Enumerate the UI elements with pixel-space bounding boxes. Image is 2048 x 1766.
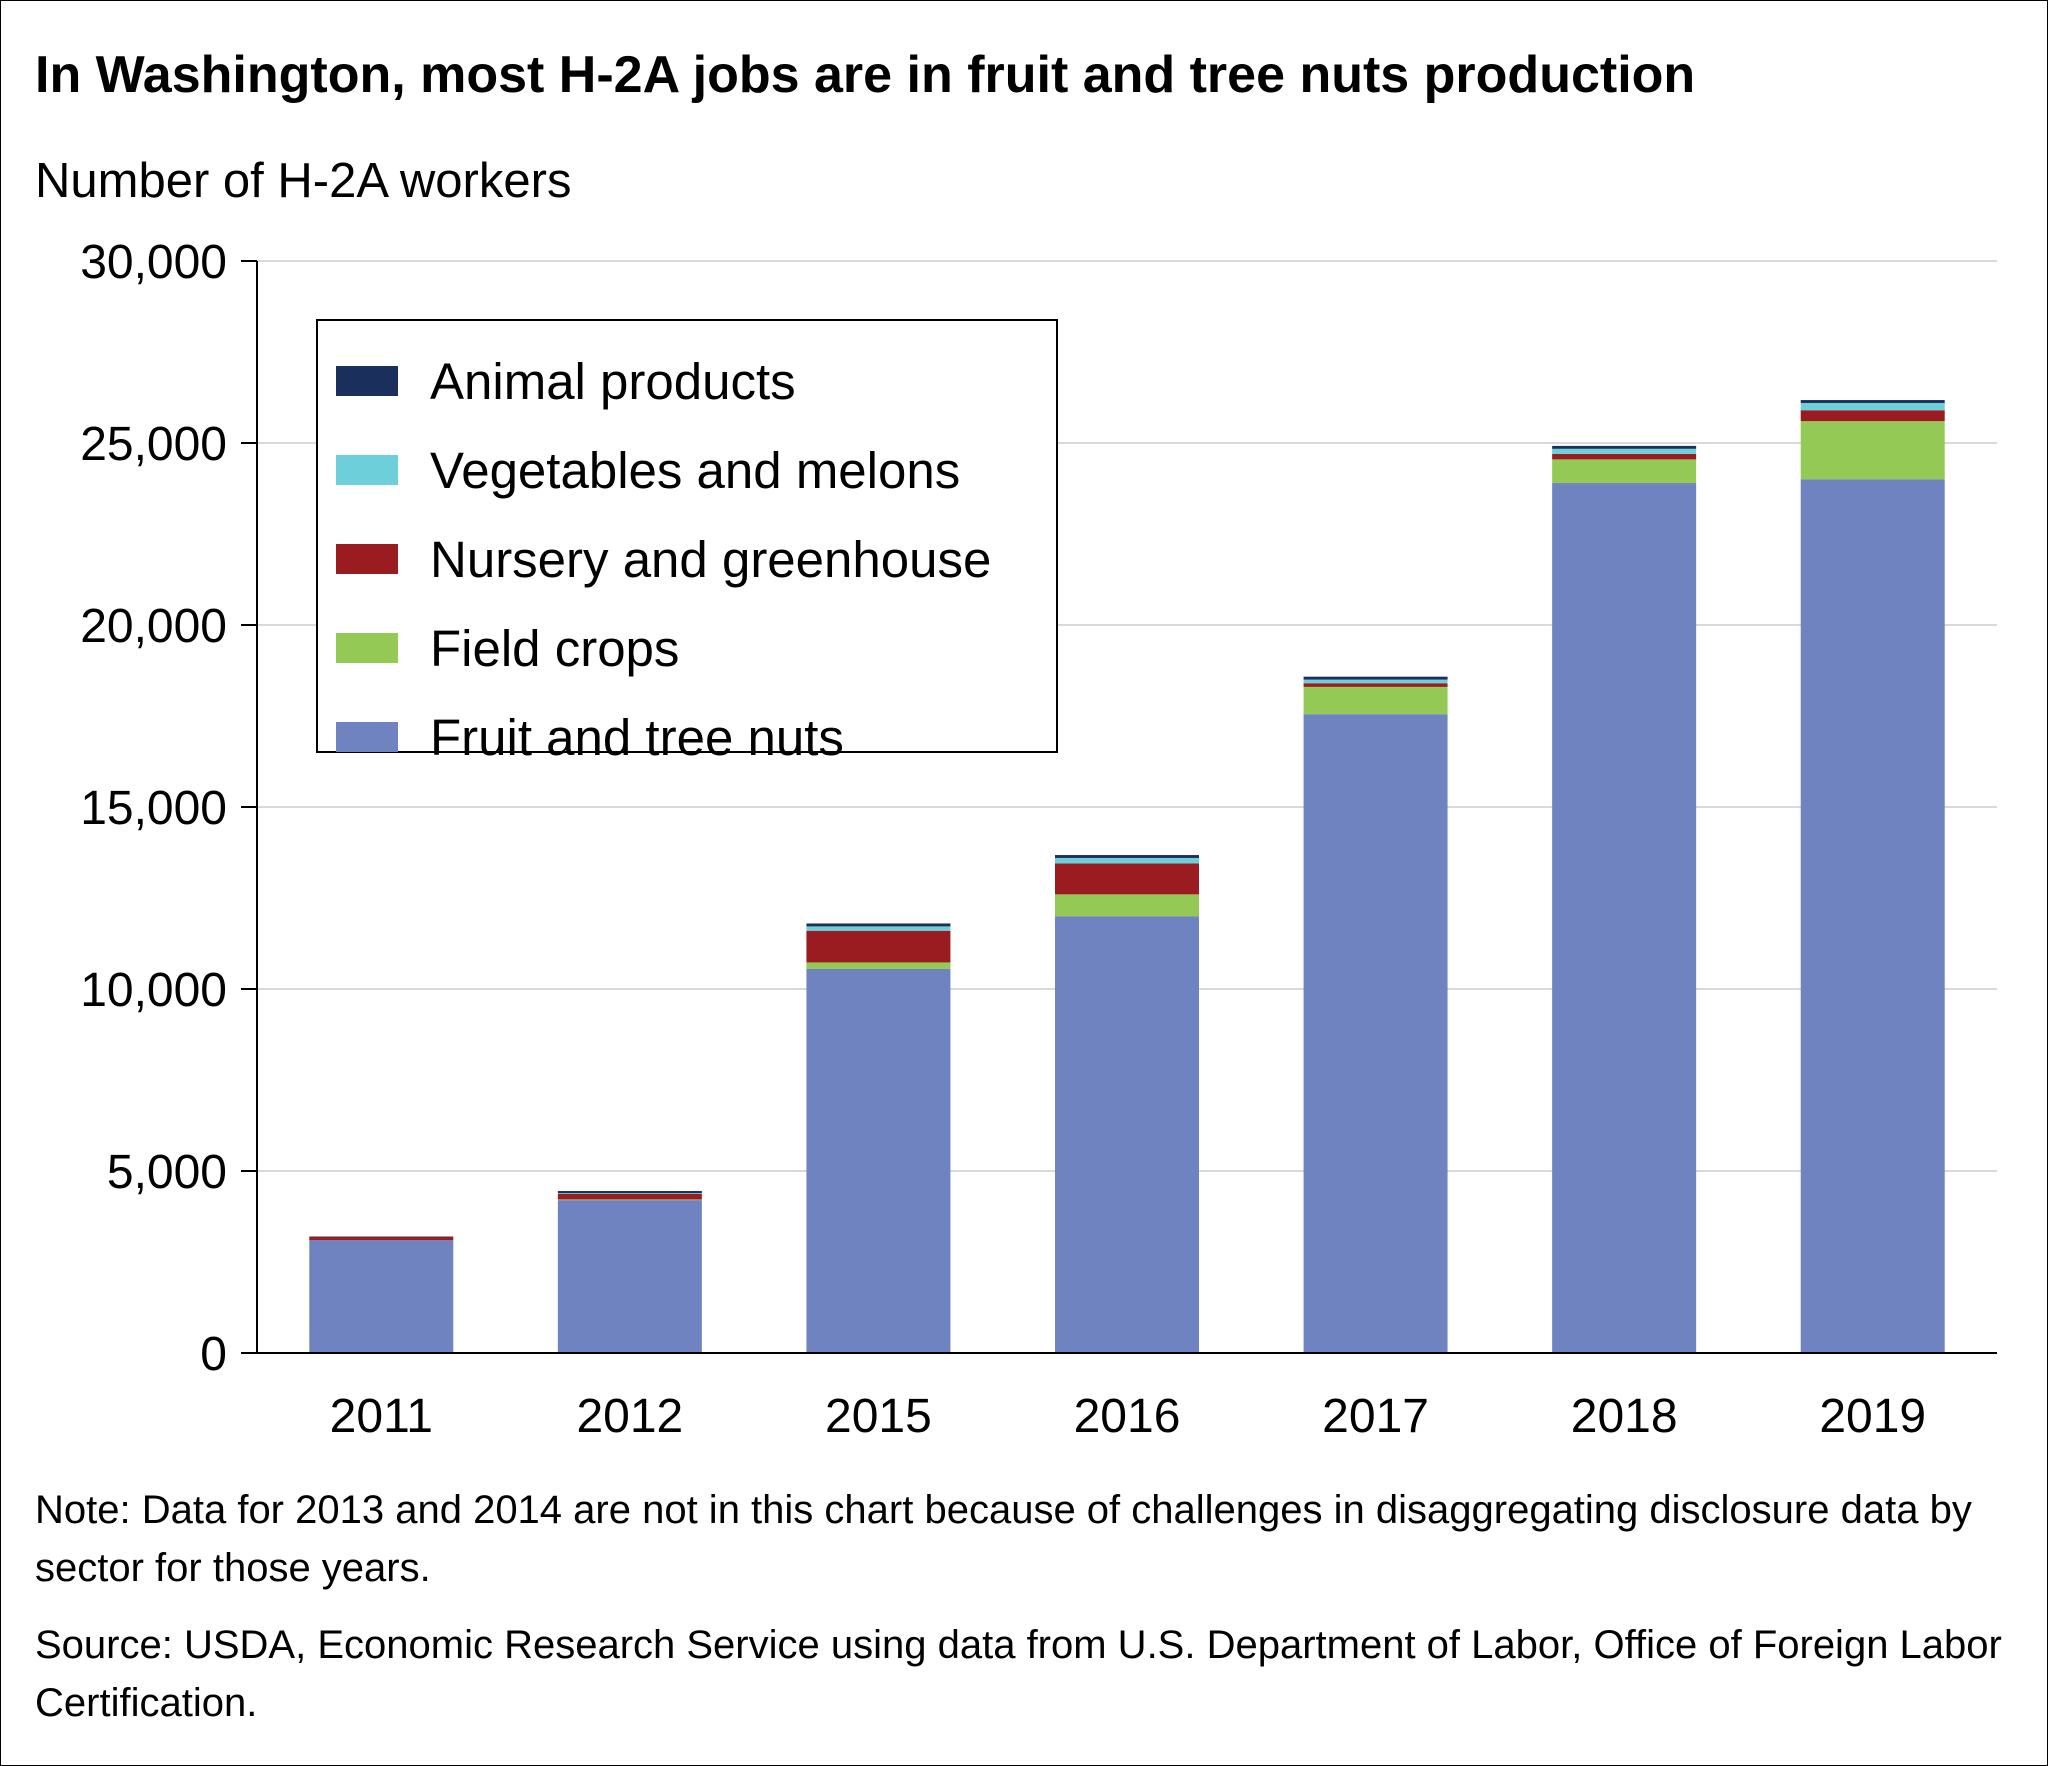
legend-swatch-field-crops [336, 633, 398, 663]
legend-item-animal-products: Animal products [336, 351, 796, 411]
bar-vegetables-and-melons-2012 [557, 1193, 702, 1194]
x-tick-label: 2018 [1571, 1390, 1678, 1443]
x-tick-label: 2012 [576, 1390, 683, 1443]
bar-nursery-and-greenhouse-2018 [1552, 453, 1697, 460]
bar-field-crops-2019 [1800, 421, 1945, 480]
bar-vegetables-and-melons-2017 [1303, 679, 1448, 684]
legend-item-nursery-and-greenhouse: Nursery and greenhouse [336, 529, 991, 589]
chart-source: Source: USDA, Economic Research Service … [35, 1623, 2002, 1725]
x-tick-label: 2015 [825, 1390, 932, 1443]
bar-fruit-and-tree-nuts-2017 [1303, 714, 1448, 1353]
legend-swatch-animal-products [336, 366, 398, 396]
bar-vegetables-and-melons-2019 [1800, 402, 1945, 411]
chart-note: Note: Data for 2013 and 2014 are not in … [35, 1488, 1972, 1590]
bar-nursery-and-greenhouse-2017 [1303, 683, 1448, 687]
y-tick-label: 10,000 [80, 964, 227, 1017]
legend-label-fruit-and-tree-nuts: Fruit and tree nuts [430, 708, 844, 766]
bar-fruit-and-tree-nuts-2018 [1552, 483, 1697, 1353]
legend-label-vegetables-and-melons: Vegetables and melons [430, 441, 961, 499]
legend-label-field-crops: Field crops [430, 619, 680, 677]
legend-item-vegetables-and-melons: Vegetables and melons [336, 440, 960, 500]
legend-item-field-crops: Field crops [336, 618, 679, 678]
bar-fruit-and-tree-nuts-2019 [1800, 479, 1945, 1353]
bar-field-crops-2015 [806, 962, 951, 969]
legend-label-nursery-and-greenhouse: Nursery and greenhouse [430, 530, 992, 588]
bar-nursery-and-greenhouse-2015 [806, 930, 951, 963]
chart-title: In Washington, most H-2A jobs are in fru… [35, 46, 1696, 104]
bar-animal-products-2019 [1800, 400, 1945, 403]
bar-fruit-and-tree-nuts-2012 [557, 1200, 702, 1353]
bar-nursery-and-greenhouse-2019 [1800, 410, 1945, 422]
bar-animal-products-2016 [1055, 855, 1199, 858]
bar-vegetables-and-melons-2015 [806, 926, 951, 931]
x-tick-label: 2016 [1074, 1390, 1181, 1443]
bar-field-crops-2012 [557, 1199, 702, 1201]
bar-vegetables-and-melons-2016 [1055, 857, 1199, 864]
bar-fruit-and-tree-nuts-2016 [1055, 916, 1199, 1353]
x-tick-label: 2011 [330, 1390, 433, 1443]
chart-legend: Animal products Vegetables and melons Nu… [316, 319, 1058, 766]
bar-animal-products-2018 [1552, 445, 1697, 449]
bar-animal-products-2011 [309, 1236, 454, 1238]
chart-plot: 0 5,000 10,000 15,000 20,000 25,000 30,000 2011… [80, 236, 1997, 1443]
y-tick-label: 20,000 [80, 600, 227, 653]
bar-field-crops-2017 [1303, 686, 1448, 715]
bar-animal-products-2015 [806, 923, 951, 927]
y-tick-label: 15,000 [80, 782, 227, 835]
legend-swatch-vegetables-and-melons [336, 455, 398, 485]
bar-animal-products-2017 [1303, 676, 1448, 680]
y-axis-title: Number of H-2A workers [35, 154, 572, 208]
y-tick-label: 25,000 [80, 418, 227, 471]
bar-animal-products-2012 [557, 1191, 702, 1194]
bar-fruit-and-tree-nuts-2015 [806, 968, 951, 1353]
bar-field-crops-2018 [1552, 459, 1697, 484]
bar-field-crops-2016 [1055, 894, 1199, 917]
bar-nursery-and-greenhouse-2016 [1055, 863, 1199, 895]
legend-swatch-fruit-and-tree-nuts [336, 722, 398, 752]
bar-vegetables-and-melons-2018 [1552, 448, 1697, 454]
legend-swatch-nursery-and-greenhouse [336, 544, 398, 574]
y-tick-label: 30,000 [80, 236, 227, 289]
legend-label-animal-products: Animal products [430, 352, 796, 410]
x-tick-label: 2017 [1322, 1390, 1429, 1443]
bar-nursery-and-greenhouse-2012 [557, 1193, 702, 1200]
y-tick-label: 5,000 [107, 1146, 227, 1199]
y-tick-label: 0 [200, 1328, 227, 1381]
x-tick-label: 2019 [1819, 1390, 1926, 1443]
legend-item-fruit-and-tree-nuts: Fruit and tree nuts [336, 707, 844, 767]
bar-nursery-and-greenhouse-2011 [309, 1236, 454, 1241]
bar-fruit-and-tree-nuts-2011 [309, 1240, 454, 1353]
